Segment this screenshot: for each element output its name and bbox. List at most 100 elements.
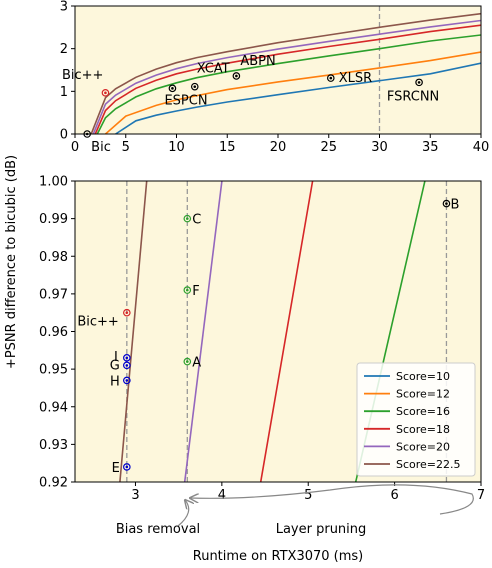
bottom-point-marker [183,357,192,366]
top-point-marker [101,89,110,97]
bottom-point-dot [125,356,129,360]
bottom-point-marker [123,463,131,471]
top-point-label: XCAT [197,62,230,77]
top-point-marker [190,82,199,91]
top-series-line-5 [90,12,481,134]
top-point-label: Bic++ [62,68,103,83]
bottom-y-tick-label: 0.95 [39,363,68,378]
bottom-point-label: C [192,213,201,228]
top-point-marker [83,130,91,138]
bottom-x-tick-label: 5 [304,488,312,503]
annotations: Bias removal Layer pruning [116,484,474,537]
bottom-series-line-5 [119,181,148,482]
top-point-marker [326,74,335,82]
bottom-x-tick-label: 6 [390,488,398,503]
top-y-tick-label: 2 [60,42,68,57]
bottom-y-tick-label: 1.00 [39,175,68,190]
bottom-x-tick-label: 3 [131,488,139,503]
bottom-point-marker [183,214,192,223]
top-point-dot [171,87,174,90]
bottom-point-label: F [192,284,199,299]
bottom-point-marker [123,376,131,385]
legend-label: Score=20 [396,440,450,453]
bottom-point-dot [445,202,448,205]
bottom-point-dot [125,364,129,367]
bottom-point-marker [123,308,131,317]
top-x-tick-label: 20 [270,140,287,155]
bottom-point-marker [183,286,192,294]
top-point-dot [417,81,421,84]
top-x-tick-label: 30 [371,140,388,155]
top-panel: 0 5 10 15 20 25 30 35 40 0 1 2 3 Bic Bic++ ESPCN XCAT AB… [60,0,490,155]
top-y-tick-label: 1 [60,85,68,100]
top-x-tick-label: 0 [71,140,79,155]
bottom-point-dot [185,217,189,220]
legend-label: Score=12 [396,388,450,401]
bottom-y-tick-label: 0.92 [39,476,68,491]
top-series-line-2 [96,34,481,134]
legend-label: Score=16 [396,405,450,418]
bottom-y-tick-label: 0.97 [39,287,68,302]
top-x-tick-label: 5 [122,140,130,155]
bias-removal-arrow [177,500,189,527]
bottom-x-tick-label: 4 [218,488,226,503]
bias-removal-label: Bias removal [116,522,200,537]
top-point-dot [235,74,238,78]
top-x-tick-label: 15 [219,140,236,155]
bottom-y-tick-label: 0.98 [39,250,68,265]
top-point-marker [415,78,423,87]
bottom-y-tick-label: 0.99 [39,212,68,227]
top-point-marker [168,84,177,93]
top-series-line-3 [94,24,481,134]
bottom-panel: 3 4 5 6 7 0.92 0.93 0.94 0.95 0.96 0.97 0.98 0.99 1.0… [39,175,485,504]
top-plot-background [75,6,481,134]
bottom-point-label: A [192,356,201,371]
top-series-line-4 [92,19,481,134]
top-point-dot [329,76,333,80]
top-y-tick-label: 0 [60,128,68,143]
top-point-label: XLSR [339,71,372,86]
bottom-point-dot [185,360,189,363]
top-point-label: Bic [91,140,111,155]
bottom-series-line-3 [259,181,314,482]
bottom-y-tick-label: 0.94 [39,400,68,415]
bottom-point-label: Bic++ [77,315,118,330]
bottom-point-label: G [110,358,120,373]
top-point-label: ESPCN [164,93,207,108]
top-point-dot [193,85,197,88]
bottom-y-tick-label: 0.96 [39,325,68,340]
top-x-tick-label: 25 [320,140,337,155]
bottom-point-dot [125,465,129,469]
bottom-y-tick-label: 0.93 [39,438,68,453]
bottom-point-marker [123,361,131,370]
layer-pruning-label: Layer pruning [276,522,367,537]
bottom-x-tick-label: 7 [477,488,485,503]
top-x-tick-label: 40 [473,140,490,155]
top-y-tick-label: 3 [60,0,68,15]
legend: Score=10 Score=12 Score=16 Score=18 Score=20… [356,362,476,477]
bottom-point-label: H [110,374,120,389]
bottom-point-marker [123,354,131,362]
top-point-dot [104,91,107,95]
bottom-point-dot [125,311,129,314]
bottom-point-label: I [114,350,118,365]
top-point-marker [232,72,241,80]
top-series-line-0 [115,62,481,134]
layer-pruning-arrow [190,484,474,515]
top-series-line-1 [104,51,481,134]
bottom-point-dot [125,379,129,382]
top-point-label: FSRCNN [387,89,439,104]
top-point-label: ABPN [240,54,275,69]
legend-label: Score=22.5 [396,458,461,471]
y-axis-label: +PSNR difference to bicubic (dB) [4,155,19,369]
bottom-point-marker [442,199,451,208]
top-point-dot [85,132,89,136]
top-x-tick-label: 10 [168,140,185,155]
bottom-series-line-4 [183,181,223,482]
legend-box [356,362,476,477]
bottom-point-label: E [112,461,120,476]
top-x-tick-label: 35 [422,140,439,155]
bottom-point-dot [185,288,189,292]
x-axis-label: Runtime on RTX3070 (ms) [193,549,364,564]
